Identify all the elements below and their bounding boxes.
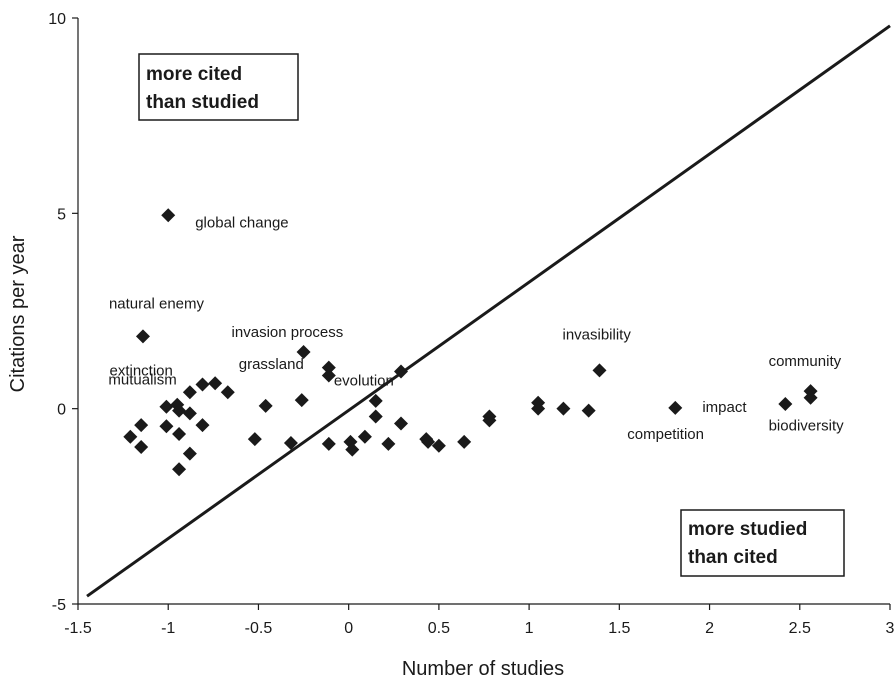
reference-line bbox=[86, 24, 891, 598]
data-points bbox=[123, 208, 818, 477]
data-point bbox=[172, 403, 187, 418]
data-point bbox=[321, 360, 336, 375]
data-point bbox=[368, 409, 383, 424]
x-tick-label: 0.5 bbox=[428, 620, 450, 637]
data-point bbox=[482, 413, 497, 428]
x-axis-title: Number of studies bbox=[402, 658, 564, 680]
data-point bbox=[778, 396, 793, 411]
data-point bbox=[581, 403, 596, 418]
data-point bbox=[556, 401, 571, 416]
point-label: impact bbox=[702, 399, 747, 416]
point-label: natural enemy bbox=[109, 295, 205, 312]
data-point bbox=[258, 398, 273, 413]
data-point bbox=[195, 377, 210, 392]
data-point bbox=[294, 393, 309, 408]
data-point bbox=[195, 418, 210, 433]
data-point bbox=[321, 368, 336, 383]
y-tick-label: 10 bbox=[48, 11, 66, 28]
data-point bbox=[182, 406, 197, 421]
data-point bbox=[431, 438, 446, 453]
region-box-lower-right: more studied than cited bbox=[680, 509, 845, 577]
tick-labels: -1.5 -1 -0.5 0 0.5 1 1.5 2 2.5 3 -5 0 5 10 bbox=[48, 11, 894, 637]
data-point bbox=[393, 416, 408, 431]
region-box-upper-left: more cited than studied bbox=[138, 53, 299, 121]
data-point bbox=[668, 400, 683, 415]
x-tick-label: 1.5 bbox=[608, 620, 630, 637]
point-label: biodiversity bbox=[769, 418, 845, 435]
point-labels: global change natural enemy invasion proce… bbox=[108, 214, 844, 443]
axes bbox=[72, 17, 891, 610]
y-tick-label: -5 bbox=[52, 597, 66, 614]
data-point bbox=[247, 432, 262, 447]
point-label: competition bbox=[627, 426, 704, 443]
point-label: evolution bbox=[334, 373, 394, 390]
data-point bbox=[393, 364, 408, 379]
point-label: mutualism bbox=[108, 372, 176, 389]
point-label: global change bbox=[195, 214, 288, 231]
point-label: grassland bbox=[239, 356, 304, 373]
y-axis-title: Citations per year bbox=[7, 235, 29, 392]
data-point bbox=[457, 434, 472, 449]
data-point bbox=[345, 442, 360, 457]
data-point bbox=[283, 436, 298, 451]
data-point bbox=[803, 390, 818, 405]
data-point bbox=[134, 418, 149, 433]
y-tick-label: 0 bbox=[57, 402, 66, 419]
data-point bbox=[208, 376, 223, 391]
region-lower-right-line1: more studied bbox=[688, 519, 807, 540]
x-tick-label: 2 bbox=[705, 620, 714, 637]
data-point bbox=[172, 427, 187, 442]
data-point bbox=[357, 429, 372, 444]
x-tick-label: -1.5 bbox=[64, 620, 92, 637]
data-point bbox=[531, 401, 546, 416]
x-tick-label: -0.5 bbox=[245, 620, 273, 637]
region-upper-left-line2: than studied bbox=[146, 92, 259, 113]
region-lower-right-line2: than cited bbox=[688, 547, 778, 568]
x-tick-label: 2.5 bbox=[789, 620, 811, 637]
data-point bbox=[368, 393, 383, 408]
data-point bbox=[381, 436, 396, 451]
point-label: invasion process bbox=[232, 324, 344, 341]
data-point bbox=[135, 329, 150, 344]
point-label: community bbox=[769, 353, 842, 370]
x-tick-label: 1 bbox=[525, 620, 534, 637]
point-label: invasibility bbox=[562, 326, 631, 343]
data-point bbox=[134, 439, 149, 454]
region-upper-left-line1: more cited bbox=[146, 64, 242, 85]
data-point bbox=[592, 363, 607, 378]
data-point bbox=[321, 436, 336, 451]
x-tick-label: -1 bbox=[161, 620, 175, 637]
data-point bbox=[182, 385, 197, 400]
data-point bbox=[296, 345, 311, 360]
data-point bbox=[161, 208, 176, 223]
data-point bbox=[182, 446, 197, 461]
data-point bbox=[172, 462, 187, 477]
data-point bbox=[159, 399, 174, 414]
data-point bbox=[421, 434, 436, 449]
data-point bbox=[123, 429, 138, 444]
x-tick-label: 0 bbox=[344, 620, 353, 637]
point-label: extinction bbox=[110, 362, 173, 379]
data-point bbox=[159, 419, 174, 434]
y-tick-label: 5 bbox=[57, 206, 66, 223]
data-point bbox=[220, 385, 235, 400]
x-tick-label: 3 bbox=[886, 620, 895, 637]
